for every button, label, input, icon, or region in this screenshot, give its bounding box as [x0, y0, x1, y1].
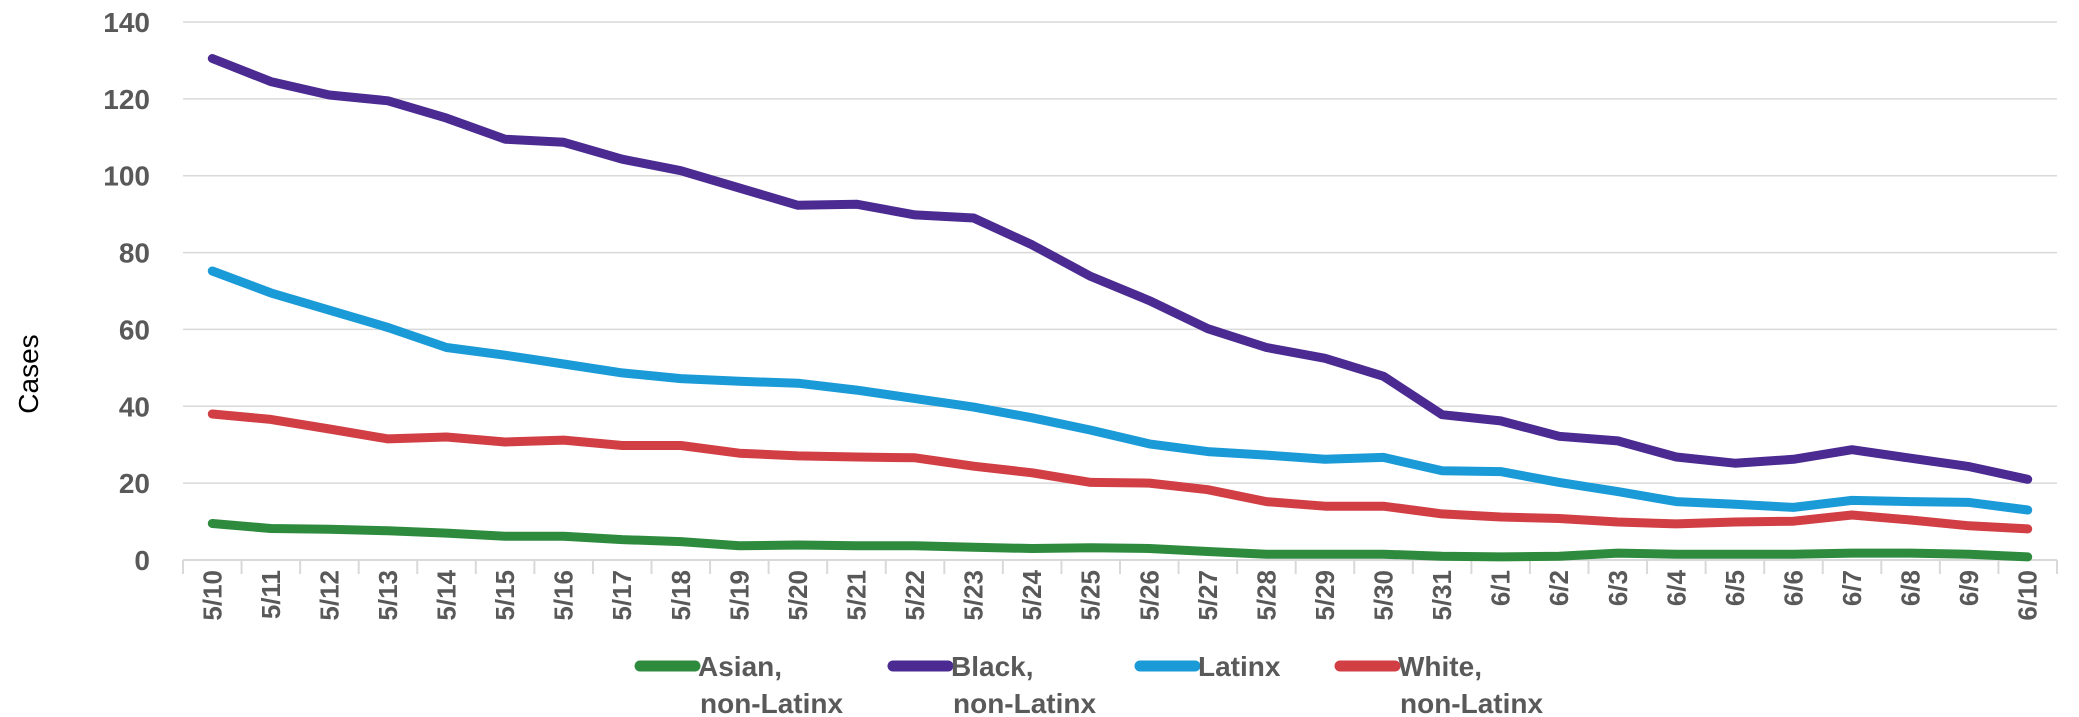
x-tick-label: 5/13 [373, 570, 403, 621]
x-tick-label: 5/19 [724, 570, 754, 621]
x-tick-label: 5/26 [1134, 570, 1164, 621]
x-tick-label: 6/3 [1603, 570, 1633, 606]
legend-item: Black, non-Latinx [893, 651, 1097, 717]
x-tick-label: 5/11 [256, 570, 286, 619]
y-tick-label: 80 [119, 238, 150, 269]
y-tick-label: 120 [103, 84, 150, 115]
x-tick-label: 5/28 [1251, 570, 1281, 621]
x-tick-label: 6/10 [2013, 570, 2043, 621]
series-line-1 [212, 59, 2027, 480]
x-tick-label: 5/17 [607, 570, 637, 621]
x-tick-label: 6/9 [1954, 570, 1984, 606]
x-tick-label: 5/10 [197, 570, 227, 621]
x-axis-ticks: 5/10 5/11 5/12 5/13 5/14 5/15 5/16 5/17 5/18 5/19… [183, 560, 2057, 621]
gridlines [183, 22, 2057, 483]
x-tick-label: 6/5 [1720, 570, 1750, 606]
x-tick-label: 5/20 [783, 570, 813, 621]
legend-label: non-Latinx [700, 688, 844, 717]
x-tick-label: 5/24 [1017, 569, 1047, 620]
x-tick-label: 5/22 [900, 570, 930, 621]
y-axis-ticks: 0 20 40 60 80 100 120 140 [103, 7, 150, 576]
y-tick-label: 140 [103, 7, 150, 38]
legend-item: Asian, non-Latinx [640, 651, 844, 717]
y-tick-label: 60 [119, 314, 150, 345]
x-tick-label: 5/23 [959, 570, 989, 621]
x-tick-label: 6/6 [1778, 570, 1808, 606]
series-line-2 [212, 271, 2027, 510]
series-line-0 [212, 524, 2027, 557]
legend: Asian, non-Latinx Black, non-Latinx Latinx Wh… [640, 651, 1544, 717]
legend-item: White, non-Latinx [1340, 651, 1544, 717]
y-axis-label: Cases [13, 334, 44, 413]
series-line-3 [212, 414, 2027, 529]
legend-label: non-Latinx [953, 688, 1097, 717]
series-lines [212, 59, 2027, 557]
legend-label: White, [1398, 651, 1482, 682]
legend-label: non-Latinx [1400, 688, 1544, 717]
x-tick-label: 5/25 [1076, 570, 1106, 621]
x-tick-label: 5/18 [666, 570, 696, 621]
x-tick-label: 5/15 [490, 570, 520, 621]
x-tick-label: 6/8 [1896, 570, 1926, 606]
legend-label: Black, [951, 651, 1034, 682]
x-tick-label: 5/14 [432, 569, 462, 620]
x-tick-label: 5/16 [549, 570, 579, 621]
x-tick-label: 5/30 [1369, 570, 1399, 621]
y-tick-label: 20 [119, 468, 150, 499]
x-tick-label: 6/2 [1544, 570, 1574, 606]
y-tick-label: 100 [103, 161, 150, 192]
legend-item: Latinx [1140, 651, 1281, 682]
x-tick-label: 6/7 [1837, 570, 1867, 606]
legend-label: Asian, [698, 651, 782, 682]
x-tick-label: 5/31 [1427, 570, 1457, 621]
legend-label: Latinx [1198, 651, 1281, 682]
x-tick-label: 5/29 [1310, 570, 1340, 621]
x-tick-label: 5/21 [841, 570, 871, 621]
x-tick-label: 5/12 [314, 570, 344, 621]
y-tick-label: 0 [134, 545, 150, 576]
x-tick-label: 6/1 [1486, 570, 1516, 606]
y-tick-label: 40 [119, 391, 150, 422]
x-tick-label: 5/27 [1193, 570, 1223, 621]
x-tick-label: 6/4 [1661, 569, 1691, 606]
